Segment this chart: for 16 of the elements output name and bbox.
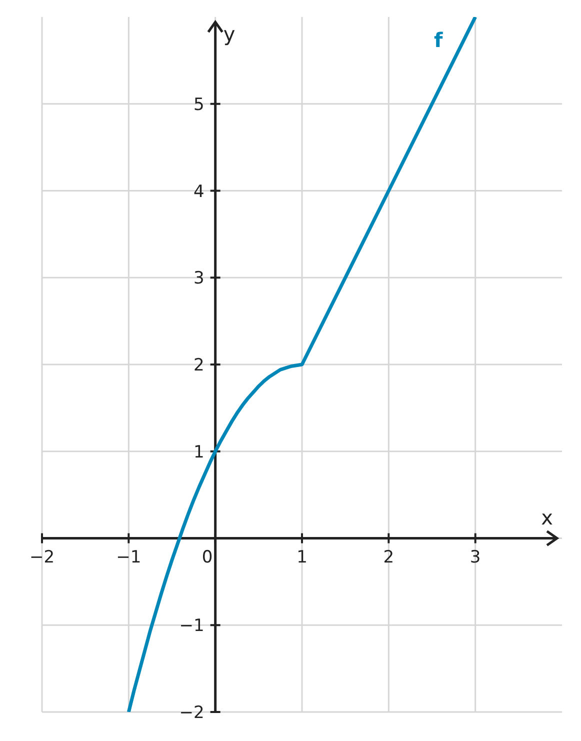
y-tick-label: −2 [179,703,204,723]
x-tick-label: 2 [383,547,394,568]
y-tick-label: 1 [194,442,204,462]
y-axis-title: y [223,22,236,46]
y-tick-label: 5 [194,94,204,115]
x-axis-title: x [541,505,554,530]
y-tick-label: 3 [194,268,204,289]
x-tick-label: −2 [29,547,55,568]
x-tick-label: 3 [470,547,481,568]
x-tick-label: −1 [116,547,142,568]
series-label: f [434,28,443,52]
y-tick-label: −1 [179,616,204,636]
y-tick-label: 4 [194,182,204,202]
y-tick-label: 2 [194,356,204,376]
x-tick-label: 1 [296,547,308,568]
x-tick-label: 0 [202,547,213,568]
